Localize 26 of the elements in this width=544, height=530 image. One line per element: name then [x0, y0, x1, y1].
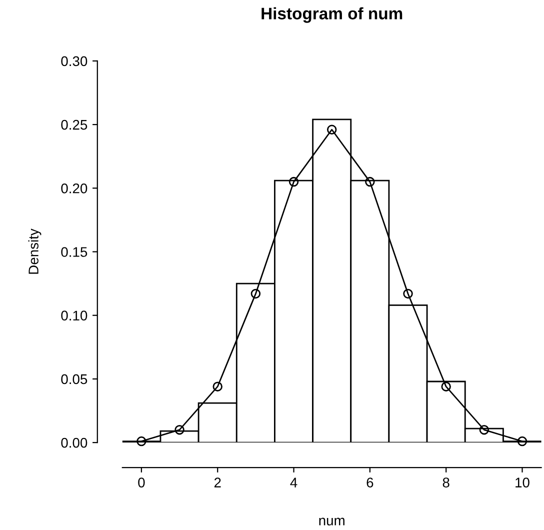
- y-tick-label: 0.05: [61, 374, 88, 384]
- point: [288, 176, 299, 187]
- y-tick-label: 0.30: [61, 56, 88, 66]
- point: [403, 288, 413, 299]
- y-tick-label: 0.25: [61, 120, 88, 130]
- x-axis-title: num: [319, 518, 344, 526]
- point: [250, 288, 261, 299]
- point: [136, 436, 146, 446]
- x-tick-label: 8: [442, 478, 450, 488]
- x-tick-label: 2: [214, 478, 221, 488]
- point: [365, 176, 375, 187]
- x-tick-label: 0: [138, 478, 145, 488]
- y-axis-title: Density: [28, 228, 42, 274]
- point: [517, 436, 528, 446]
- point: [174, 424, 184, 435]
- point: [441, 382, 451, 392]
- x-tick-label: 10: [516, 478, 530, 488]
- y-tick-label: 0.00: [61, 438, 88, 448]
- y-tick-label: 0.20: [61, 183, 88, 194]
- point: [326, 124, 337, 134]
- x-tick-label: 6: [366, 478, 374, 488]
- point: [212, 382, 222, 392]
- chart-title: Histogram of num: [262, 7, 402, 23]
- x-tick-label: 4: [290, 478, 298, 488]
- y-tick-label: 0.10: [61, 310, 88, 321]
- y-tick-label: 0.15: [61, 247, 88, 257]
